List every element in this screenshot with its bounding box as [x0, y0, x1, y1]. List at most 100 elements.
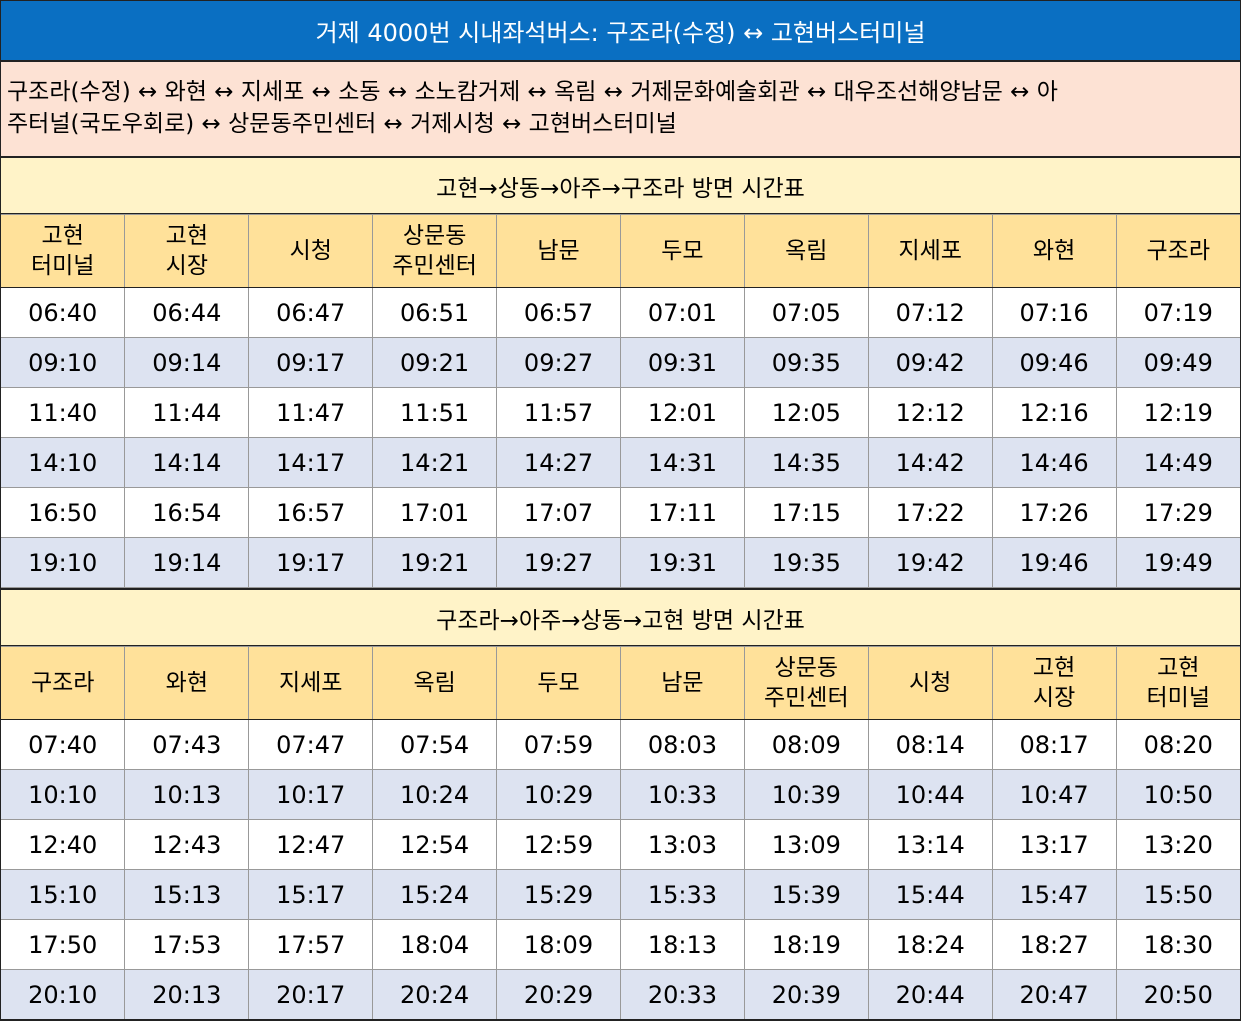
departure-time-cell: 08:17	[991, 719, 1117, 770]
departure-time-cell: 08:09	[743, 719, 869, 770]
column-header: 남문	[496, 214, 621, 288]
departure-time-cell: 14:46	[991, 437, 1117, 488]
column-header-line: 와현	[165, 670, 208, 696]
column-header: 구조라	[1115, 214, 1240, 288]
departure-time-cell: 17:01	[372, 487, 498, 538]
column-header-line: 고현	[165, 223, 208, 249]
departure-time-cell: 12:16	[991, 387, 1117, 438]
departure-time-cell: 09:35	[743, 337, 869, 388]
column-header-line: 고현	[1032, 655, 1076, 681]
departure-time-cell: 19:46	[991, 537, 1117, 588]
timetable-heading: 구조라→아주→상동→고현 방면 시간표	[1, 590, 1240, 646]
departure-time-cell: 19:17	[248, 537, 374, 588]
table-row: 11:40 11:44 11:47 11:51 11:57 12:01 12:05 12:12…	[1, 387, 1240, 438]
column-header-line: 남문	[661, 670, 704, 696]
departure-time-cell: 17:29	[1115, 487, 1240, 538]
table-row: 10:10 10:13 10:17 10:24 10:29 10:33 10:39 10:44…	[1, 769, 1240, 820]
departure-time-cell: 11:44	[124, 387, 250, 438]
departure-time-cell: 07:12	[867, 287, 993, 338]
departure-time-cell: 06:40	[1, 287, 126, 338]
departure-time-cell: 11:47	[248, 387, 374, 438]
departure-time-cell: 17:11	[619, 487, 745, 538]
departure-time-cell: 14:42	[867, 437, 993, 488]
column-header-line: 시청	[909, 670, 952, 696]
column-header-line: 주민센터	[392, 253, 477, 279]
column-header-line: 터미널	[1146, 685, 1210, 711]
column-header: 고현 터미널	[1, 214, 126, 288]
column-header-line: 고현	[1157, 655, 1200, 681]
departure-time-cell: 14:31	[619, 437, 745, 488]
departure-time-cell: 09:21	[372, 337, 498, 388]
departure-time-cell: 12:54	[372, 819, 498, 870]
table-header-row: 고현 터미널 고현 시장 시청 상문동 주민센터 남문 두모 옥림 지세포 와현 구조라	[1, 214, 1240, 288]
column-header: 시청	[248, 214, 374, 288]
table-row: 15:10 15:13 15:17 15:24 15:29 15:33 15:39 15:44…	[1, 869, 1240, 920]
column-header: 옥림	[743, 214, 869, 288]
departure-time-cell: 15:50	[1115, 869, 1240, 920]
route-line-2: 주터널(국도우회로) ↔ 상문동주민센터 ↔ 거제시청 ↔ 고현버스터미널	[7, 111, 677, 137]
departure-time-cell: 20:10	[1, 969, 126, 1021]
departure-time-cell: 13:17	[991, 819, 1117, 870]
departure-time-cell: 07:16	[991, 287, 1117, 338]
column-header: 상문동 주민센터	[743, 646, 869, 720]
departure-time-cell: 14:49	[1115, 437, 1240, 488]
departure-time-cell: 19:27	[496, 537, 621, 588]
departure-time-cell: 15:24	[372, 869, 498, 920]
departure-time-cell: 07:05	[743, 287, 869, 338]
departure-time-cell: 12:19	[1115, 387, 1240, 438]
departure-time-cell: 09:31	[619, 337, 745, 388]
departure-time-cell: 15:47	[991, 869, 1117, 920]
column-header-line: 시청	[289, 238, 332, 264]
departure-time-cell: 18:24	[867, 919, 993, 970]
departure-time-cell: 07:47	[248, 719, 374, 770]
column-header-line: 터미널	[30, 253, 95, 279]
departure-time-cell: 15:10	[1, 869, 126, 920]
departure-time-cell: 19:42	[867, 537, 993, 588]
departure-time-cell: 20:44	[867, 969, 993, 1021]
departure-time-cell: 10:17	[248, 769, 374, 820]
departure-time-cell: 10:39	[743, 769, 869, 820]
departure-time-cell: 17:15	[743, 487, 869, 538]
departure-time-cell: 20:33	[619, 969, 745, 1021]
departure-time-cell: 15:33	[619, 869, 745, 920]
column-header: 시청	[867, 646, 993, 720]
column-header: 지세포	[867, 214, 993, 288]
departure-time-cell: 18:13	[619, 919, 745, 970]
table-row: 07:40 07:43 07:47 07:54 07:59 08:03 08:09 08:14…	[1, 719, 1240, 770]
departure-time-cell: 14:27	[496, 437, 621, 488]
departure-time-cell: 19:31	[619, 537, 745, 588]
departure-time-cell: 12:43	[124, 819, 250, 870]
departure-time-cell: 15:44	[867, 869, 993, 920]
table-header-row: 구조라 와현 지세포 옥림 두모 남문 상문동 주민센터 시청 고현 시장 고현 터미널	[1, 646, 1240, 720]
departure-time-cell: 18:19	[743, 919, 869, 970]
departure-time-cell: 11:57	[496, 387, 621, 438]
departure-time-cell: 10:13	[124, 769, 250, 820]
departure-time-cell: 18:27	[991, 919, 1117, 970]
departure-time-cell: 07:59	[496, 719, 621, 770]
departure-time-cell: 14:21	[372, 437, 498, 488]
departure-time-cell: 07:43	[124, 719, 250, 770]
departure-time-cell: 17:50	[1, 919, 126, 970]
column-header: 지세포	[248, 646, 374, 720]
column-header-line: 지세포	[898, 238, 962, 264]
departure-time-cell: 14:17	[248, 437, 374, 488]
departure-time-cell: 08:14	[867, 719, 993, 770]
departure-time-cell: 18:04	[372, 919, 498, 970]
column-header: 와현	[124, 646, 250, 720]
departure-time-cell: 09:17	[248, 337, 374, 388]
column-header-line: 시장	[1032, 685, 1076, 711]
table-row: 12:40 12:43 12:47 12:54 12:59 13:03 13:09 13:14…	[1, 819, 1240, 870]
departure-time-cell: 09:49	[1115, 337, 1240, 388]
departure-time-cell: 10:47	[991, 769, 1117, 820]
departure-time-cell: 09:14	[124, 337, 250, 388]
departure-time-cell: 15:13	[124, 869, 250, 920]
column-header: 구조라	[1, 646, 126, 720]
departure-time-cell: 15:17	[248, 869, 374, 920]
departure-time-cell: 20:47	[991, 969, 1117, 1021]
column-header-line: 옥림	[413, 670, 456, 696]
page-title: 거제 4000번 시내좌석버스: 구조라(수정) ↔ 고현버스터미널	[1, 0, 1240, 62]
departure-time-cell: 12:01	[619, 387, 745, 438]
departure-time-cell: 12:59	[496, 819, 621, 870]
